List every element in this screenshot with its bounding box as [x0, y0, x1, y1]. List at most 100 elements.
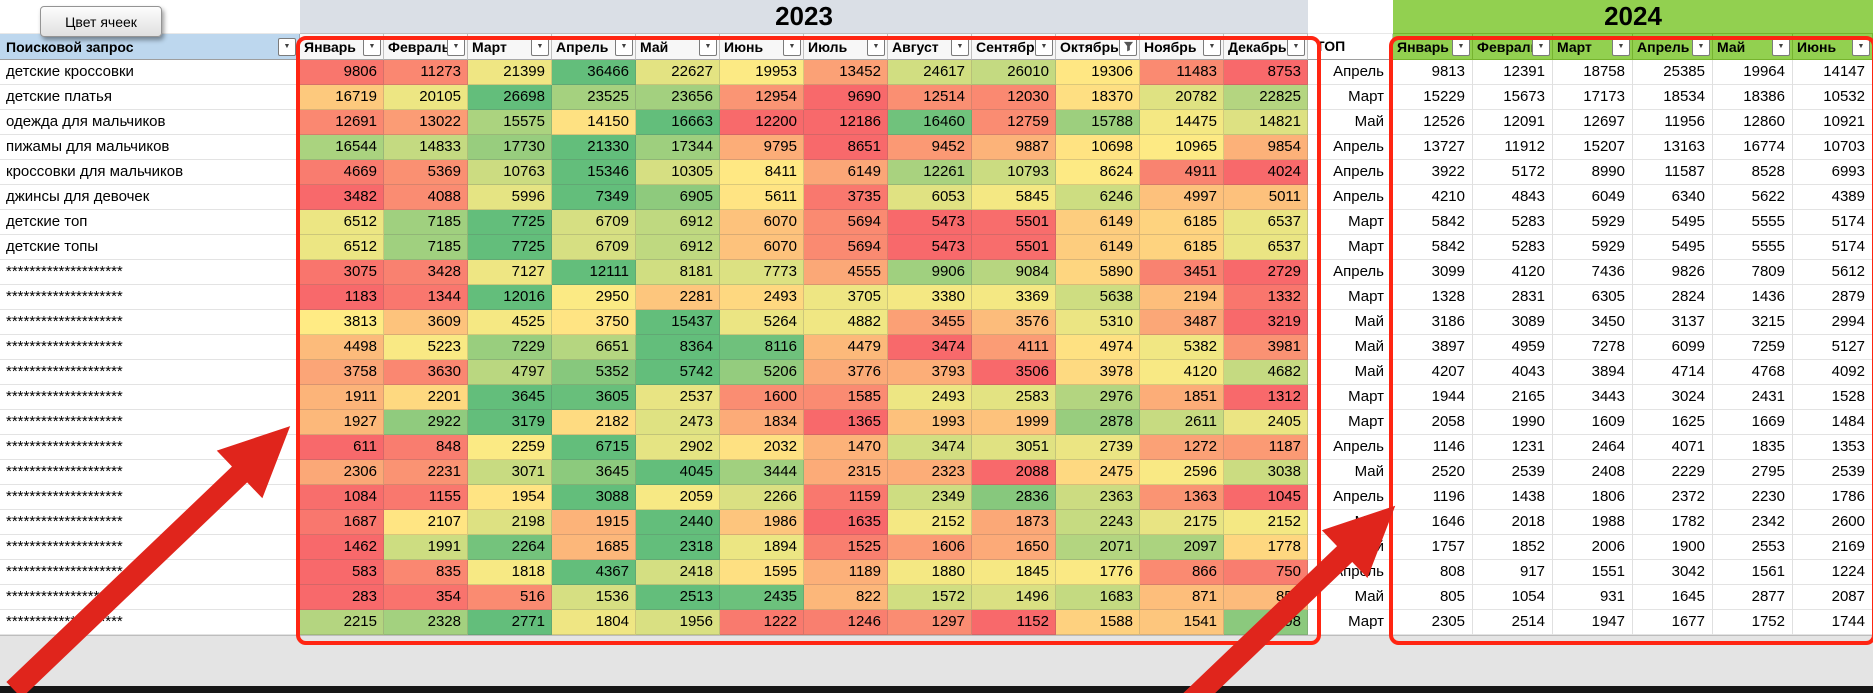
- value-2024-cell[interactable]: 15207: [1553, 135, 1633, 160]
- heat-cell[interactable]: 9084: [972, 260, 1056, 285]
- top-month-cell[interactable]: Март: [1308, 385, 1393, 410]
- heat-cell[interactable]: 3369: [972, 285, 1056, 310]
- value-2024-cell[interactable]: 8528: [1713, 160, 1793, 185]
- heat-cell[interactable]: 2306: [300, 460, 384, 485]
- heat-cell[interactable]: 21399: [468, 60, 552, 85]
- heat-cell[interactable]: 3981: [1224, 335, 1308, 360]
- filter-dropdown-icon[interactable]: ▼: [783, 37, 801, 56]
- heat-cell[interactable]: 2418: [636, 560, 720, 585]
- value-2024-cell[interactable]: 1835: [1713, 435, 1793, 460]
- heat-cell[interactable]: 2976: [1056, 385, 1140, 410]
- column-header-2024-6[interactable]: Июнь ▼: [1793, 34, 1873, 60]
- column-header-2023-4[interactable]: Апрель ▼: [552, 34, 636, 60]
- top-month-cell[interactable]: Апрель: [1308, 560, 1393, 585]
- value-2024-cell[interactable]: 4092: [1793, 360, 1873, 385]
- value-2024-cell[interactable]: 2539: [1793, 460, 1873, 485]
- heat-cell[interactable]: 3071: [468, 460, 552, 485]
- query-cell[interactable]: одежда для мальчиков: [0, 110, 300, 135]
- value-2024-cell[interactable]: 4959: [1473, 335, 1553, 360]
- query-cell[interactable]: ********************: [0, 285, 300, 310]
- top-month-cell[interactable]: Май: [1308, 360, 1393, 385]
- heat-cell[interactable]: 18370: [1056, 85, 1140, 110]
- heat-cell[interactable]: 1954: [468, 485, 552, 510]
- heat-cell[interactable]: 3474: [888, 435, 972, 460]
- heat-cell[interactable]: 12261: [888, 160, 972, 185]
- heat-cell[interactable]: 1363: [1140, 485, 1224, 510]
- heat-cell[interactable]: 1683: [1056, 585, 1140, 610]
- value-2024-cell[interactable]: 4120: [1473, 260, 1553, 285]
- heat-cell[interactable]: 1084: [300, 485, 384, 510]
- heat-cell[interactable]: 5011: [1224, 185, 1308, 210]
- value-2024-cell[interactable]: 25385: [1633, 60, 1713, 85]
- value-2024-cell[interactable]: 5283: [1473, 210, 1553, 235]
- filter-dropdown-icon[interactable]: ▼: [867, 37, 885, 56]
- heat-cell[interactable]: 10698: [1056, 135, 1140, 160]
- value-2024-cell[interactable]: 2539: [1473, 460, 1553, 485]
- heat-cell[interactable]: 2215: [300, 610, 384, 635]
- value-2024-cell[interactable]: 1677: [1633, 610, 1713, 635]
- heat-cell[interactable]: 16719: [300, 85, 384, 110]
- heat-cell[interactable]: 6715: [552, 435, 636, 460]
- value-2024-cell[interactable]: 5929: [1553, 210, 1633, 235]
- heat-cell[interactable]: 2902: [636, 435, 720, 460]
- top-month-cell[interactable]: Май: [1308, 110, 1393, 135]
- value-2024-cell[interactable]: 1806: [1553, 485, 1633, 510]
- value-2024-cell[interactable]: 6305: [1553, 285, 1633, 310]
- heat-cell[interactable]: 8624: [1056, 160, 1140, 185]
- filter-dropdown-icon[interactable]: ▼: [1532, 37, 1550, 56]
- heat-cell[interactable]: 22627: [636, 60, 720, 85]
- query-cell[interactable]: пижамы для мальчиков: [0, 135, 300, 160]
- query-cell[interactable]: детские топы: [0, 235, 300, 260]
- value-2024-cell[interactable]: 6993: [1793, 160, 1873, 185]
- heat-cell[interactable]: 9795: [720, 135, 804, 160]
- value-2024-cell[interactable]: 3450: [1553, 310, 1633, 335]
- value-2024-cell[interactable]: 2408: [1553, 460, 1633, 485]
- top-month-cell[interactable]: Апрель: [1308, 135, 1393, 160]
- heat-cell[interactable]: 3705: [804, 285, 888, 310]
- value-2024-cell[interactable]: 12091: [1473, 110, 1553, 135]
- top-month-cell[interactable]: Март: [1308, 610, 1393, 635]
- heat-cell[interactable]: 2537: [636, 385, 720, 410]
- heat-cell[interactable]: 1834: [720, 410, 804, 435]
- value-2024-cell[interactable]: 1752: [1713, 610, 1793, 635]
- heat-cell[interactable]: 4024: [1224, 160, 1308, 185]
- heat-cell[interactable]: 3219: [1224, 310, 1308, 335]
- column-header-2023-1[interactable]: Январь ▼: [300, 34, 384, 60]
- heat-cell[interactable]: 2493: [888, 385, 972, 410]
- heat-cell[interactable]: 22825: [1224, 85, 1308, 110]
- value-2024-cell[interactable]: 1625: [1633, 410, 1713, 435]
- value-2024-cell[interactable]: 6099: [1633, 335, 1713, 360]
- value-2024-cell[interactable]: 9826: [1633, 260, 1713, 285]
- heat-cell[interactable]: 1222: [720, 610, 804, 635]
- heat-cell[interactable]: 1687: [300, 510, 384, 535]
- heat-cell[interactable]: 2182: [552, 410, 636, 435]
- value-2024-cell[interactable]: 1054: [1473, 585, 1553, 610]
- value-2024-cell[interactable]: 5174: [1793, 210, 1873, 235]
- top-month-cell[interactable]: Май: [1308, 335, 1393, 360]
- heat-cell[interactable]: 3576: [972, 310, 1056, 335]
- top-month-cell[interactable]: Март: [1308, 210, 1393, 235]
- heat-cell[interactable]: 1525: [804, 535, 888, 560]
- heat-cell[interactable]: 12200: [720, 110, 804, 135]
- query-cell[interactable]: ********************: [0, 560, 300, 585]
- heat-cell[interactable]: 2318: [636, 535, 720, 560]
- heat-cell[interactable]: 7127: [468, 260, 552, 285]
- query-column-header[interactable]: Поисковой запрос ▼: [0, 34, 300, 60]
- value-2024-cell[interactable]: 2372: [1633, 485, 1713, 510]
- column-header-2023-8[interactable]: Август ▼: [888, 34, 972, 60]
- heat-cell[interactable]: 14833: [384, 135, 468, 160]
- heat-cell[interactable]: 16544: [300, 135, 384, 160]
- top-month-cell[interactable]: Март: [1308, 85, 1393, 110]
- heat-cell[interactable]: 6537: [1224, 210, 1308, 235]
- heat-cell[interactable]: 5264: [720, 310, 804, 335]
- heat-cell[interactable]: 2266: [720, 485, 804, 510]
- query-cell[interactable]: ********************: [0, 435, 300, 460]
- heat-cell[interactable]: 1915: [552, 510, 636, 535]
- query-cell[interactable]: кроссовки для мальчиков: [0, 160, 300, 185]
- value-2024-cell[interactable]: 808: [1393, 560, 1473, 585]
- value-2024-cell[interactable]: 3042: [1633, 560, 1713, 585]
- value-2024-cell[interactable]: 15673: [1473, 85, 1553, 110]
- value-2024-cell[interactable]: 16774: [1713, 135, 1793, 160]
- heat-cell[interactable]: 5473: [888, 210, 972, 235]
- heat-cell[interactable]: 9690: [804, 85, 888, 110]
